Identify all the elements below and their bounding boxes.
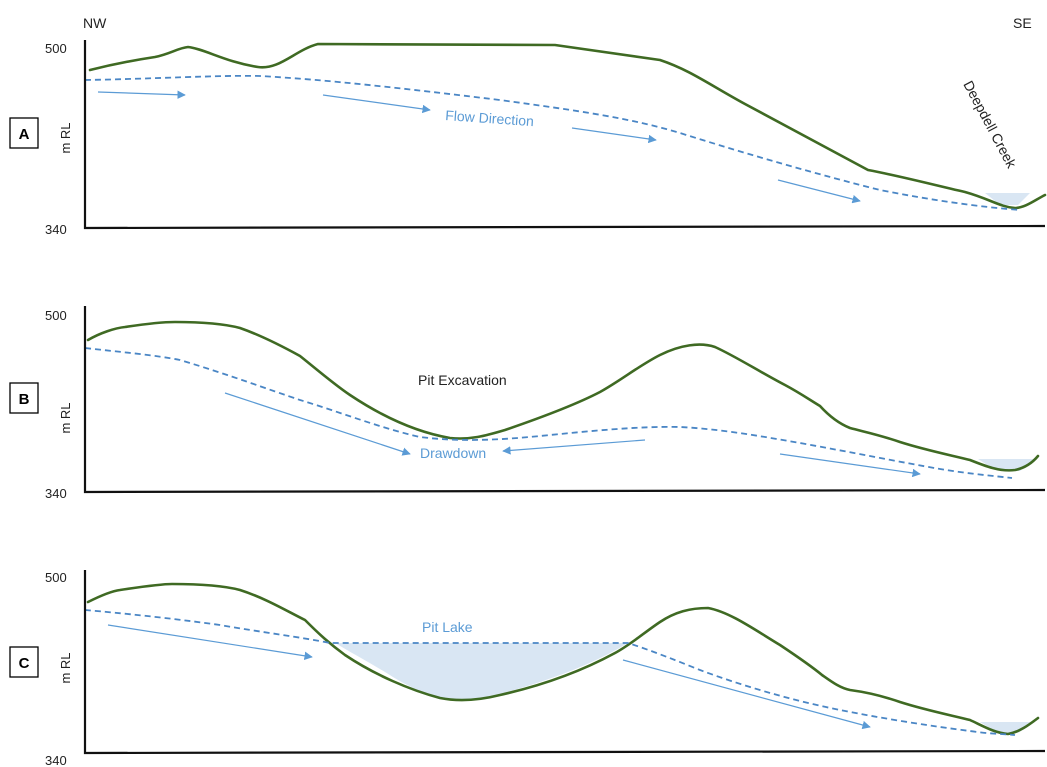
panel-a-letter: A [19,126,30,143]
nw-label: NW [83,15,107,31]
panel-a-ground-surface [88,42,1047,210]
panel-b: 500 340 B m RL Pit Excavation Drawdown [9,306,1046,501]
pit-lake-water [335,643,628,700]
panel-a-flow-arrow [322,94,431,114]
panel-c-water-table [84,609,1016,736]
panel-b-water-table [84,347,1013,479]
pit-excavation-label: Pit Excavation [418,372,507,388]
panel-c-letter: C [19,655,30,672]
deepdell-creek-label: Deepdell Creek [960,78,1020,172]
panel-b-ground-surface [86,320,1040,472]
panel-c-flow-arrow [622,659,871,730]
panel-b-axes [83,306,1046,494]
panel-a-y-axis-label: m RL [58,122,73,153]
panel-b-letter: B [19,391,30,408]
panel-b-y-axis-label: m RL [58,402,73,433]
panel-c-axes [83,570,1046,755]
panel-a: 500 340 A m RL Flow Direction Deepdell C… [9,40,1047,237]
panel-a-flow-arrow [571,127,657,144]
se-label: SE [1013,15,1032,31]
drawdown-label: Drawdown [420,445,486,461]
deepdell-creek-water [985,193,1030,205]
flow-direction-label: Flow Direction [445,107,535,129]
panel-c-ground-surface [86,582,1040,736]
panel-a-water-table [84,74,1021,211]
panel-b-flow-arrow [502,439,646,455]
panel-a-axes [83,40,1046,230]
panel-c: 500 340 C m RL Pit Lake [9,570,1046,767]
panel-c-y-top: 500 [45,570,67,585]
panel-c-y-axis-label: m RL [58,652,73,683]
panel-a-flow-arrow [97,90,186,99]
panel-a-y-bottom: 340 [45,222,67,237]
panel-a-y-top: 500 [45,41,67,56]
panel-b-flow-arrow [224,392,411,456]
panel-b-flow-arrow [779,453,921,478]
panel-a-flow-arrow [777,179,861,204]
panel-b-y-bottom: 340 [45,486,67,501]
panel-c-letter-box [9,646,39,678]
panel-b-y-top: 500 [45,308,67,323]
panel-b-letter-box [9,382,39,414]
panel-c-y-bottom: 340 [45,753,67,767]
panel-a-letter-box [9,117,39,149]
pit-lake-label: Pit Lake [422,619,473,635]
panel-c-flow-arrow [107,624,313,660]
